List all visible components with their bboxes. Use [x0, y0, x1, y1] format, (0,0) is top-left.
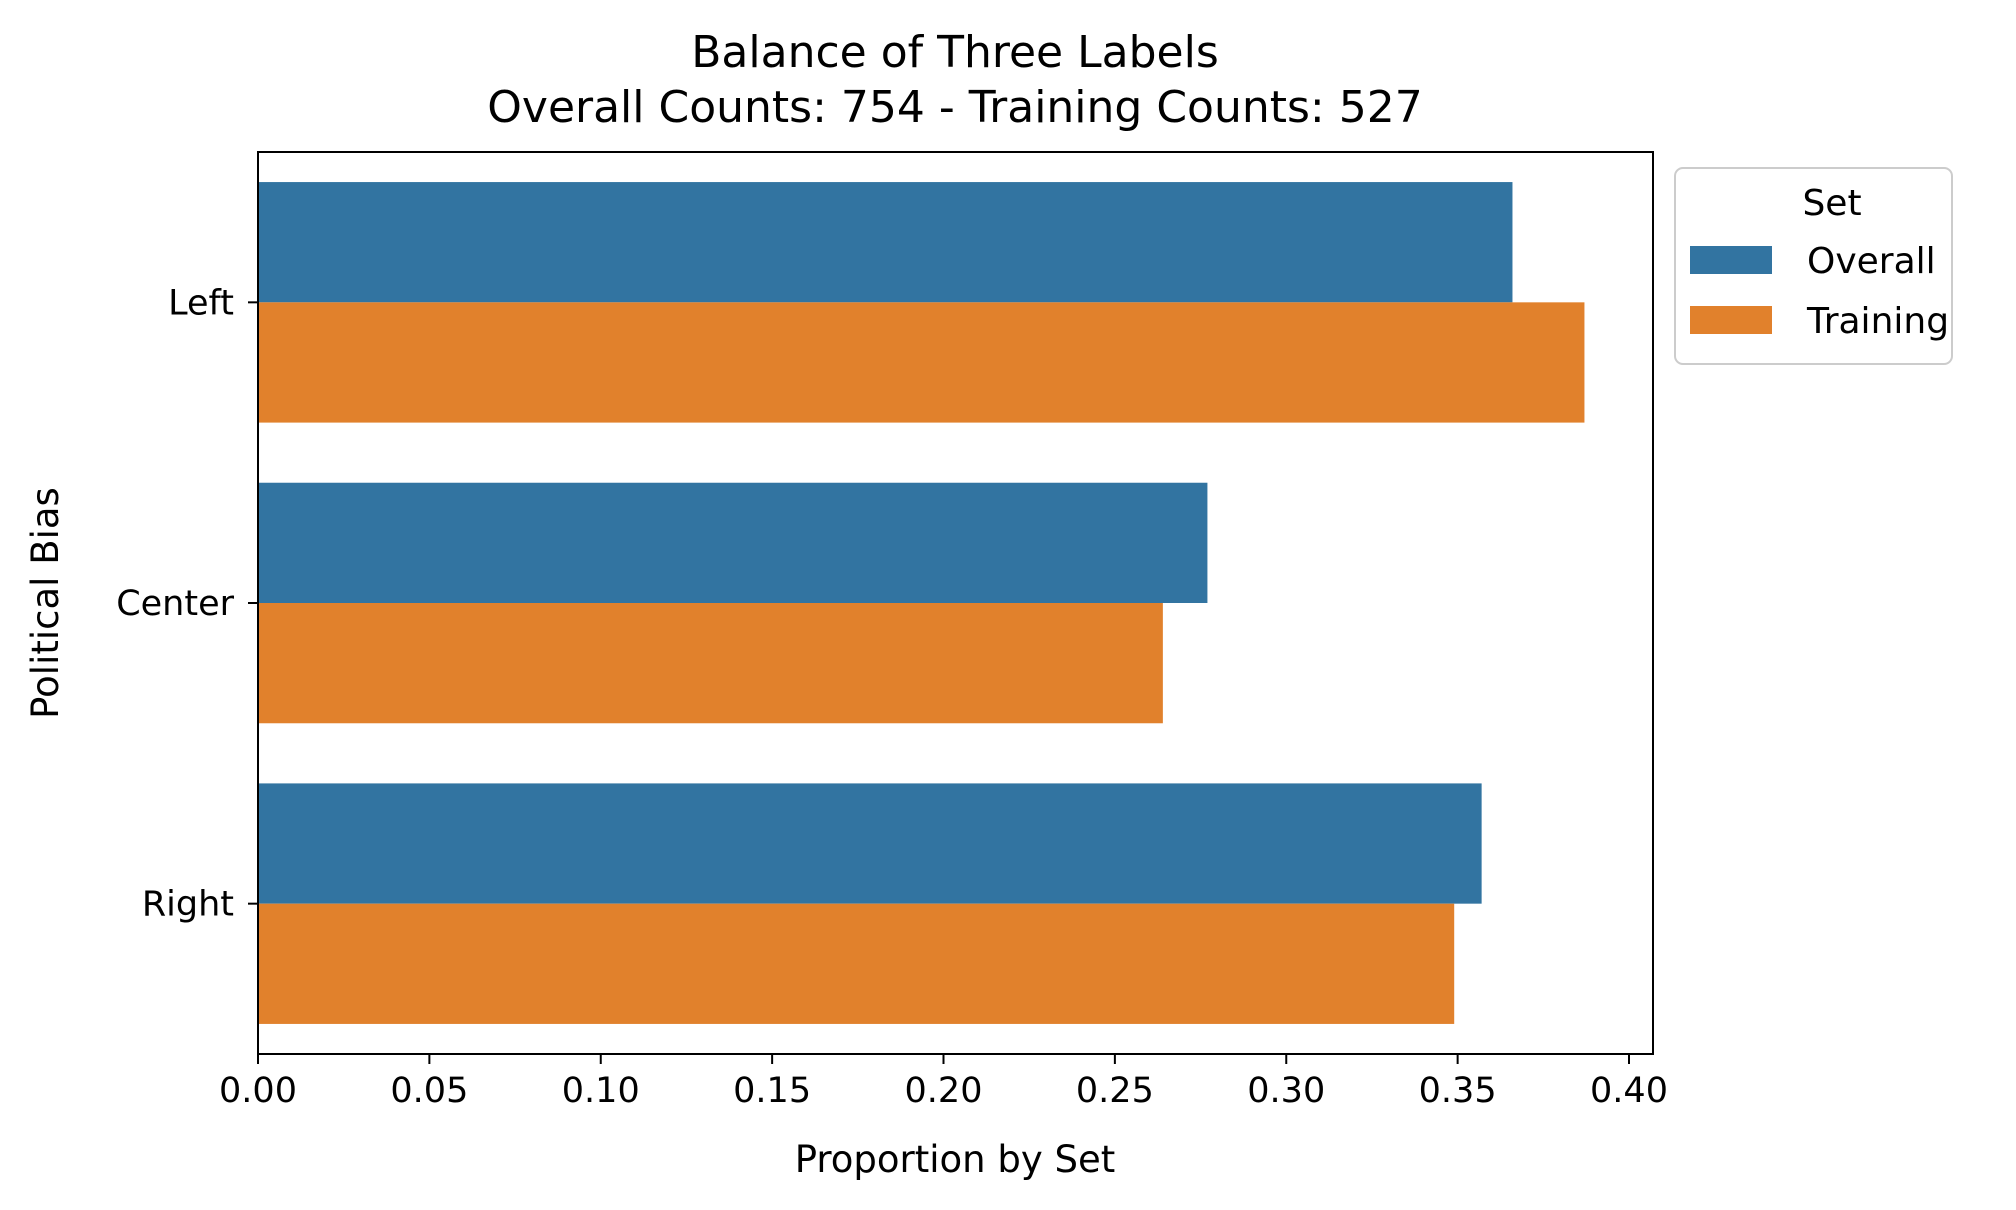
y-tick-label-right: Right [142, 885, 234, 925]
bar-center-overall [258, 482, 1208, 603]
x-tick-label: 0.40 [1590, 1071, 1668, 1111]
bar-left-training [258, 302, 1585, 423]
y-tick-label-center: Center [116, 584, 234, 624]
y-tick-label-left: Left [168, 283, 234, 323]
legend-title: Set [1802, 183, 1861, 224]
x-tick-label: 0.15 [733, 1071, 811, 1111]
legend: Set Overall Training [1674, 167, 1953, 365]
x-tick-label: 0.35 [1419, 1071, 1497, 1111]
x-tick-label: 0.25 [1076, 1071, 1154, 1111]
y-axis-ticks: Left Center Right [116, 283, 258, 925]
bar-right-training [258, 903, 1455, 1024]
x-axis-label: Proportion by Set [795, 1138, 1116, 1181]
x-tick-label: 0.10 [562, 1071, 640, 1111]
legend-entries: Overall Training [1690, 241, 1949, 342]
bars-group [258, 182, 1585, 1024]
bar-right-overall [258, 783, 1482, 904]
x-tick-label: 0.20 [905, 1071, 983, 1111]
legend-label-training: Training [1806, 301, 1949, 342]
x-tick-label: 0.00 [219, 1071, 297, 1111]
x-tick-label: 0.30 [1247, 1071, 1325, 1111]
legend-swatch-overall [1690, 246, 1772, 274]
x-tick-label: 0.05 [390, 1071, 468, 1111]
chart-title: Balance of Three Labels [691, 27, 1219, 78]
y-axis-label: Political Bias [24, 487, 67, 719]
legend-label-overall: Overall [1807, 241, 1936, 282]
bar-left-overall [258, 182, 1513, 303]
legend-swatch-training [1690, 306, 1772, 334]
x-axis-ticks: 0.00 0.05 0.10 0.15 0.20 0.25 0.30 0.35 0.40 [219, 1054, 1668, 1111]
bar-center-training [258, 603, 1163, 724]
chart-subtitle: Overall Counts: 754 - Training Counts: 5… [487, 82, 1422, 133]
